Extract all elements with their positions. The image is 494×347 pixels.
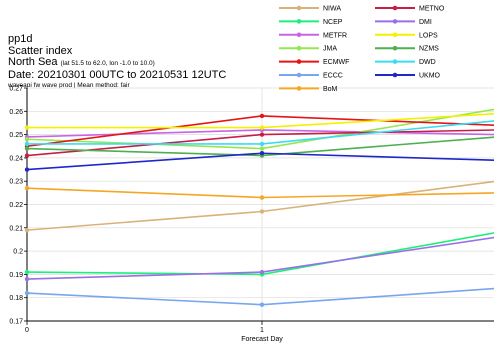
legend-marker-dwd	[392, 59, 398, 64]
x-axis-label: Forecast Day	[241, 336, 283, 343]
axes	[24, 87, 494, 325]
legend-marker-jma	[296, 45, 302, 51]
data-point-lops	[24, 125, 30, 130]
legend-label-lops: LOPS	[419, 32, 438, 39]
data-point-dwd	[24, 141, 30, 147]
legend-label-metno: METNO	[419, 6, 445, 13]
legend-label-eccc: ECCC	[323, 73, 343, 80]
series-line-eccc	[26, 287, 494, 306]
date-range: Date: 20210301 00UTC to 20210531 12UTC	[8, 69, 227, 81]
region-line: North Sea (lat 51.5 to 62.0, lon -1.0 to …	[8, 56, 155, 70]
y-tick-label: 0.22	[9, 202, 23, 209]
data-point-dmi	[24, 276, 30, 282]
y-tick-labels: 0.17 0.18 0.19 0.2 0.21 0.22 0.23 0.24 0.25 0.26 0…	[9, 86, 23, 326]
y-tick-label: 0.24	[9, 155, 23, 162]
y-tick-label: 0.26	[9, 109, 23, 116]
chart-title-line1: pp1d	[8, 33, 33, 45]
legend-label-metfr: METFR	[323, 32, 347, 39]
data-point-jma	[259, 146, 265, 151]
grid-lines	[26, 87, 494, 322]
data-point-eccc	[259, 302, 265, 307]
legend-label-nzms: NZMS	[419, 46, 439, 53]
legend-marker-nzms	[392, 45, 398, 51]
legend-label-dwd: DWD	[419, 59, 436, 66]
data-point-ukmo	[259, 151, 265, 156]
data-point-lops	[259, 125, 265, 130]
data-point-ecmwf	[259, 113, 265, 119]
legend-label-ukmo: UKMO	[419, 73, 441, 80]
data-point-dwd	[259, 141, 265, 147]
data-point-ukmo	[24, 167, 30, 172]
series-line-dwd	[27, 120, 494, 145]
data-point-metno	[259, 132, 265, 137]
y-tick-label: 0.23	[9, 179, 23, 186]
data-point-niwa	[259, 209, 265, 214]
legend-label-dmi: DMI	[419, 19, 432, 26]
y-tick-label: 0.19	[9, 272, 23, 279]
legend-marker-eccc	[296, 72, 302, 78]
legend-label-niwa: NIWA	[323, 6, 341, 13]
data-point-niwa	[24, 227, 30, 233]
region-name: North Sea	[8, 56, 58, 68]
data-point-metno	[24, 153, 30, 158]
data-point-jma	[24, 137, 30, 142]
y-tick-label: 0.2	[13, 249, 23, 256]
y-tick-label: 0.25	[9, 132, 23, 139]
legend-marker-lops	[392, 32, 398, 38]
y-tick-label: 0.21	[9, 225, 23, 232]
legend-marker-ecmwf	[296, 59, 302, 64]
series-line-ncep	[26, 232, 494, 276]
legend-label-jma: JMA	[323, 46, 337, 53]
data-point-bom	[259, 195, 265, 200]
legend-marker-niwa	[296, 5, 302, 11]
series-lines	[24, 108, 494, 307]
data-point-ncep	[24, 269, 30, 275]
y-tick-label: 0.27	[9, 86, 23, 93]
legend-marker-bom	[296, 86, 302, 91]
legend-label-ncep: NCEP	[323, 19, 343, 26]
y-tick-label: 0.17	[9, 319, 23, 326]
chart-title-line2: Scatter index	[8, 45, 73, 57]
legend-marker-metno	[392, 5, 398, 11]
legend: NIWA NCEP METFR JMA ECMWF ECCC BoM METNO DMI LOPS…	[279, 6, 445, 93]
subline: waveapi fw wave prod | Mean method: fair	[8, 82, 130, 89]
legend-label-ecmwf: ECMWF	[323, 59, 349, 66]
data-point-eccc	[24, 290, 30, 296]
data-point-nzms	[24, 146, 30, 151]
y-tick-label: 0.18	[9, 295, 23, 302]
legend-label-bom: BoM	[323, 86, 338, 93]
legend-marker-ukmo	[392, 72, 398, 78]
legend-marker-dmi	[392, 19, 398, 24]
x-tick-label: 1	[260, 327, 264, 334]
data-point-bom	[24, 185, 30, 191]
legend-marker-metfr	[296, 32, 302, 38]
data-point-dmi	[259, 269, 265, 275]
series-line-niwa	[26, 180, 494, 231]
legend-marker-ncep	[296, 19, 302, 24]
x-tick-label: 0	[25, 327, 29, 334]
region-extent: (lat 51.5 to 62.0, lon -1.0 to 10.0)	[60, 60, 155, 67]
